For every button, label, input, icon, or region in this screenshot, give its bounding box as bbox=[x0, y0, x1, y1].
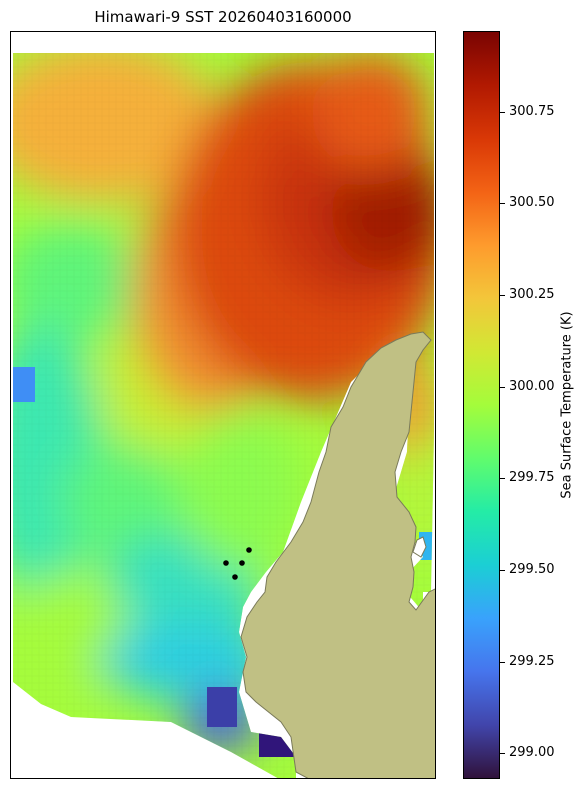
colorbar-tick-mark bbox=[500, 295, 505, 296]
marker-point[interactable] bbox=[232, 574, 238, 580]
colorbar-tick-label: 300.50 bbox=[509, 195, 555, 211]
colorbar-tick-mark bbox=[500, 203, 505, 205]
cold-patch bbox=[207, 687, 237, 727]
colorbar-tick-label: 299.50 bbox=[509, 562, 555, 577]
marker-point[interactable] bbox=[223, 560, 229, 566]
colorbar-tick-mark bbox=[500, 478, 505, 480]
landmass bbox=[240, 331, 435, 778]
sst-map bbox=[10, 31, 436, 779]
colorbar-tick-label: 299.00 bbox=[509, 745, 555, 761]
colorbar-tick-mark bbox=[500, 111, 505, 113]
colorbar-tick-label: 300.25 bbox=[509, 287, 555, 302]
colorbar-tick-label: 300.00 bbox=[509, 378, 555, 394]
cool-patch bbox=[13, 367, 35, 402]
colorbar-tick-label: 300.75 bbox=[509, 103, 555, 119]
colorbar bbox=[463, 31, 500, 779]
colorbar-tick-mark bbox=[500, 386, 505, 388]
colorbar-tick-label: 299.75 bbox=[509, 470, 555, 486]
marker-point[interactable] bbox=[239, 560, 245, 566]
sst-map-canvas bbox=[13, 53, 435, 778]
colorbar-tick-mark bbox=[500, 570, 505, 571]
colorbar-tick-mark bbox=[500, 661, 505, 663]
map-title: Himawari-9 SST 20260403160000 bbox=[94, 8, 352, 26]
marker-point[interactable] bbox=[246, 547, 252, 553]
colorbar-tick-mark bbox=[500, 753, 505, 755]
colorbar-label: Sea Surface Temperature (K) bbox=[559, 311, 575, 499]
colorbar-tick-label: 299.25 bbox=[509, 653, 555, 669]
bay-inlet bbox=[412, 536, 427, 558]
buoy-markers bbox=[223, 547, 252, 580]
